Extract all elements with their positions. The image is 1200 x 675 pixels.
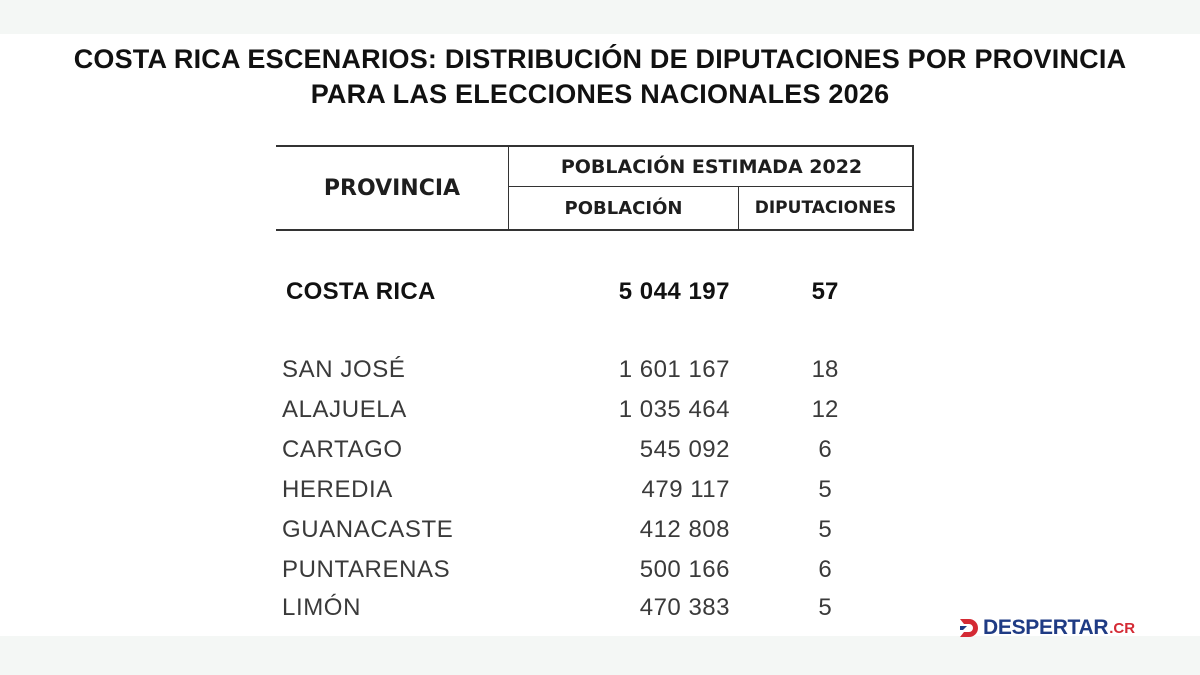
title-line-2: PARA LAS ELECCIONES NACIONALES 2026 [310, 79, 890, 109]
table-row: CARTAGO 545 092 6 [280, 436, 880, 466]
table-row: HEREDIA 479 117 5 [280, 476, 880, 506]
total-population: 5 044 197 [618, 278, 730, 305]
header-poblacion-estimada: POBLACIÓN ESTIMADA 2022 [560, 155, 863, 178]
header-divider [738, 187, 739, 229]
header-diputaciones: DIPUTACIONES [754, 198, 897, 218]
header-divider [912, 147, 914, 229]
province-name: SAN JOSÉ [282, 356, 406, 383]
despertar-logo[interactable]: DESPERTAR .CR [958, 616, 1136, 639]
province-seats: 18 [811, 356, 839, 383]
title-line-1: COSTA RICA ESCENARIOS: DISTRIBUCIÓN DE D… [73, 44, 1127, 74]
document-canvas: COSTA RICA ESCENARIOS: DISTRIBUCIÓN DE D… [0, 34, 1200, 636]
province-seats: 5 [818, 594, 832, 621]
table-row: LIMÓN 470 383 5 [280, 594, 880, 624]
logo-tld: .CR [1109, 619, 1136, 637]
header-divider [508, 186, 914, 187]
province-name: PUNTARENAS [282, 556, 451, 583]
province-name: CARTAGO [282, 436, 403, 463]
province-name: LIMÓN [282, 594, 362, 621]
province-name: ALAJUELA [282, 396, 407, 423]
total-name: COSTA RICA [286, 278, 436, 305]
province-population: 500 166 [639, 556, 730, 583]
header-poblacion: POBLACIÓN [564, 197, 683, 219]
province-name: HEREDIA [282, 476, 393, 503]
table-row: PUNTARENAS 500 166 6 [280, 556, 880, 586]
header-provincia: PROVINCIA [323, 175, 461, 201]
page-title: COSTA RICA ESCENARIOS: DISTRIBUCIÓN DE D… [0, 42, 1200, 112]
despertar-d-mark-icon [960, 619, 978, 637]
province-seats: 6 [818, 556, 832, 583]
table-row: GUANACASTE 412 808 5 [280, 516, 880, 546]
total-row: COSTA RICA 5 044 197 57 [280, 278, 880, 308]
logo-wordmark: DESPERTAR [983, 616, 1109, 639]
table-row: ALAJUELA 1 035 464 12 [280, 396, 880, 426]
province-seats: 6 [818, 436, 832, 463]
province-population: 412 808 [639, 516, 730, 543]
province-seats: 12 [811, 396, 839, 423]
province-population: 470 383 [639, 594, 730, 621]
province-name: GUANACASTE [282, 516, 454, 543]
province-seats: 5 [818, 516, 832, 543]
province-population: 1 601 167 [618, 356, 730, 383]
table-row: SAN JOSÉ 1 601 167 18 [280, 356, 880, 386]
header-divider [508, 147, 509, 229]
total-seats: 57 [811, 278, 839, 305]
province-population: 1 035 464 [618, 396, 730, 423]
province-population: 479 117 [641, 476, 730, 503]
province-seats: 5 [818, 476, 832, 503]
table-header: PROVINCIA POBLACIÓN ESTIMADA 2022 POBLAC… [276, 145, 914, 231]
province-population: 545 092 [639, 436, 730, 463]
